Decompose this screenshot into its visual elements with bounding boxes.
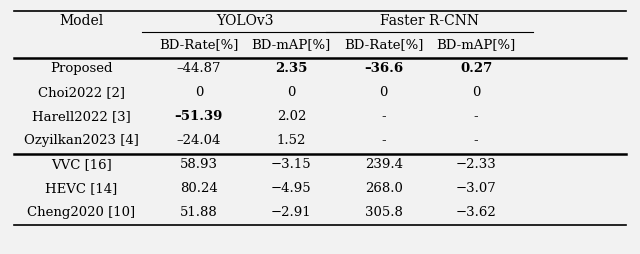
Text: Proposed: Proposed (50, 62, 112, 75)
Text: 239.4: 239.4 (365, 158, 403, 171)
Text: 2.02: 2.02 (276, 110, 306, 123)
Text: 0: 0 (287, 86, 296, 99)
Text: HEVC [14]: HEVC [14] (45, 182, 117, 195)
Text: -: - (381, 134, 386, 147)
Text: 51.88: 51.88 (180, 206, 218, 219)
Text: Ozyilkan2023 [4]: Ozyilkan2023 [4] (24, 134, 138, 147)
Text: Faster R-CNN: Faster R-CNN (380, 14, 479, 28)
Text: Choi2022 [2]: Choi2022 [2] (38, 86, 125, 99)
Text: –51.39: –51.39 (175, 110, 223, 123)
Text: VVC [16]: VVC [16] (51, 158, 111, 171)
Text: −3.07: −3.07 (456, 182, 497, 195)
Text: BD-mAP[%]: BD-mAP[%] (436, 38, 516, 51)
Text: 1.52: 1.52 (276, 134, 306, 147)
Text: 305.8: 305.8 (365, 206, 403, 219)
Text: 0: 0 (472, 86, 480, 99)
Text: 58.93: 58.93 (180, 158, 218, 171)
Text: -: - (474, 110, 479, 123)
Text: -: - (474, 134, 479, 147)
Text: 0: 0 (195, 86, 203, 99)
Text: –36.6: –36.6 (364, 62, 403, 75)
Text: –44.87: –44.87 (177, 62, 221, 75)
Text: 2.35: 2.35 (275, 62, 307, 75)
Text: BD-Rate[%]: BD-Rate[%] (159, 38, 239, 51)
Text: Cheng2020 [10]: Cheng2020 [10] (27, 206, 135, 219)
Text: BD-mAP[%]: BD-mAP[%] (252, 38, 331, 51)
Text: −3.15: −3.15 (271, 158, 312, 171)
Text: YOLOv3: YOLOv3 (216, 14, 274, 28)
Text: −3.62: −3.62 (456, 206, 497, 219)
Text: –24.04: –24.04 (177, 134, 221, 147)
Text: 80.24: 80.24 (180, 182, 218, 195)
Text: 0: 0 (380, 86, 388, 99)
Text: −2.33: −2.33 (456, 158, 497, 171)
Text: Harell2022 [3]: Harell2022 [3] (31, 110, 131, 123)
Text: -: - (381, 110, 386, 123)
Text: 0.27: 0.27 (460, 62, 492, 75)
Text: BD-Rate[%]: BD-Rate[%] (344, 38, 424, 51)
Text: −2.91: −2.91 (271, 206, 312, 219)
Text: 268.0: 268.0 (365, 182, 403, 195)
Text: −4.95: −4.95 (271, 182, 312, 195)
Text: Model: Model (59, 14, 103, 28)
